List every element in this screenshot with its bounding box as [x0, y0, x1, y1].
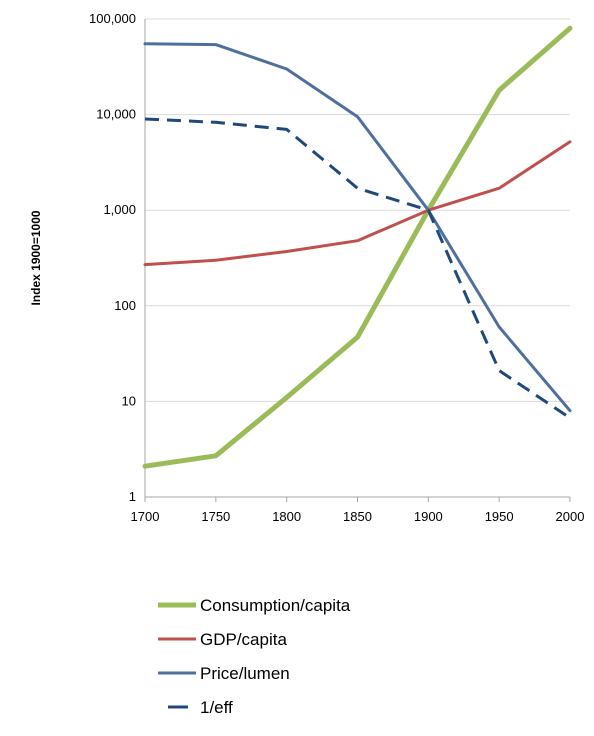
x-tick-label: 1950: [485, 509, 514, 524]
series-line: [143, 140, 572, 267]
y-tick-label: 1,000: [103, 202, 136, 217]
y-tick-label: 1: [129, 489, 136, 504]
x-tick-label: 1850: [343, 509, 372, 524]
x-tick-label: 1750: [201, 509, 230, 524]
y-tick-label: 100: [114, 298, 136, 313]
y-tick-label: 10: [122, 393, 136, 408]
axes: [144, 19, 571, 502]
x-tick-label: 1900: [414, 509, 443, 524]
series-line: [143, 42, 572, 413]
y-tick-label: 100,000: [89, 11, 136, 26]
x-tick-label: 1700: [131, 509, 160, 524]
y-tick-label: 10,000: [96, 107, 136, 122]
legend-label: Price/lumen: [200, 664, 290, 683]
legend-label: GDP/capita: [200, 630, 287, 649]
legend-label: 1/eff: [200, 698, 233, 717]
tick-labels: 1 10 100 1,000 10,000 100,000 1700 1750 1800 1850…: [89, 11, 584, 524]
legend-label: Consumption/capita: [200, 596, 351, 615]
series-line: [144, 117, 571, 420]
series-line: [142, 25, 573, 469]
series-lines: [142, 25, 573, 469]
legend: Consumption/capita GDP/capita Price/lumen 1…: [158, 596, 351, 717]
gridlines: [145, 18, 570, 402]
y-axis-label: Index 1900=1000: [29, 210, 43, 305]
x-tick-label: 1800: [272, 509, 301, 524]
x-tick-label: 2000: [556, 509, 585, 524]
